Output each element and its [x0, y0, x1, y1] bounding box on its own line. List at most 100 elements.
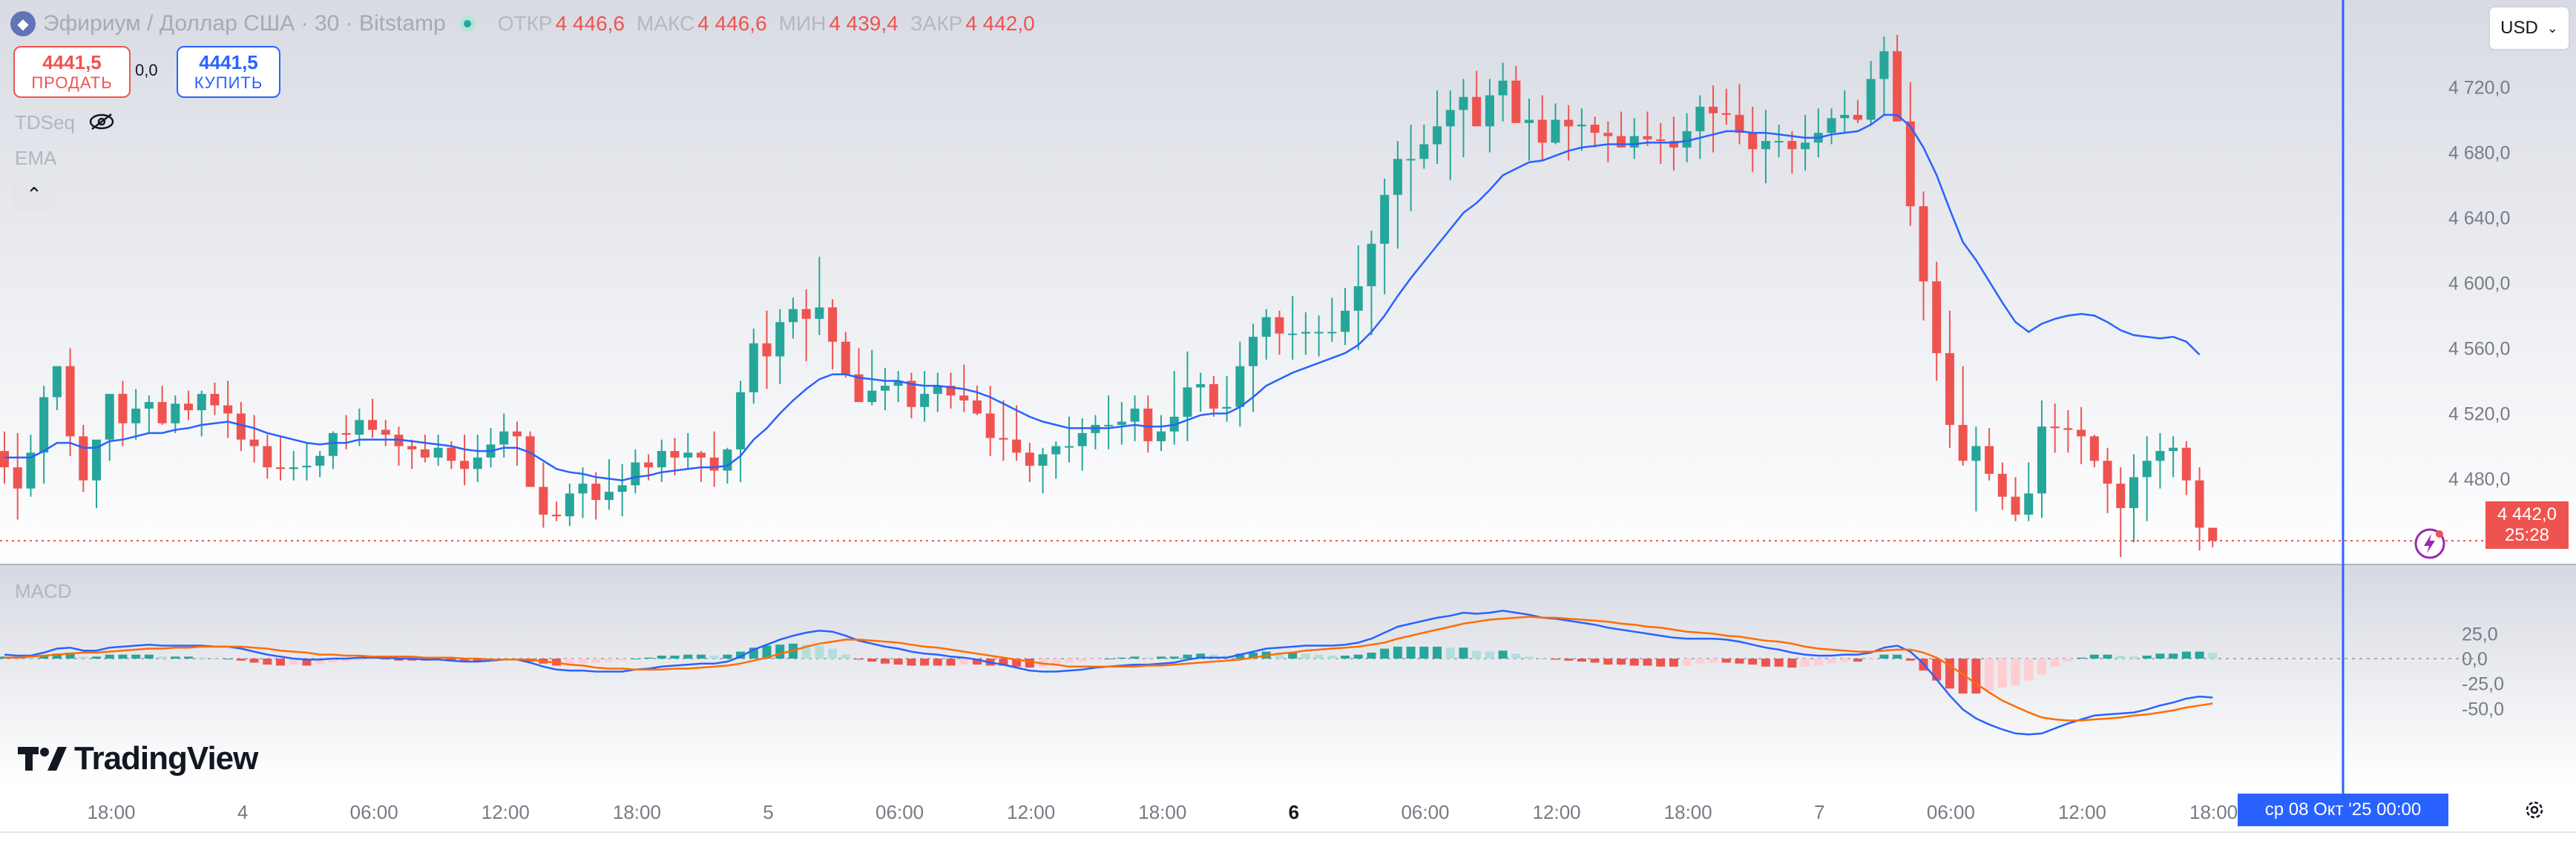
candle-body [1525, 119, 1534, 123]
candle-body [1064, 446, 1074, 448]
candle-body [1905, 121, 1915, 207]
macd-axis[interactable]: 25,0 0,0 -25,0 -50,0 [2462, 624, 2504, 719]
lightning-alert-icon[interactable] [2413, 527, 2447, 561]
histogram-bar [1196, 653, 1206, 659]
macd-tick-label: -25,0 [2462, 674, 2504, 695]
candle-body [26, 452, 36, 489]
candle-body [1827, 118, 1836, 134]
candle-body [1130, 408, 1140, 422]
signal-line [4, 616, 2213, 722]
time-tick-label: 4 [237, 801, 248, 823]
currency-selector[interactable]: USD ⌄ [2488, 6, 2570, 50]
price-axis[interactable]: 4 480,0 4 520,0 4 560,0 4 600,0 4 640,0 4 680… [2448, 78, 2510, 490]
candle-body [1235, 366, 1245, 407]
indicator-tdseq[interactable]: TDSeq [15, 111, 75, 134]
candle-body [118, 394, 128, 424]
histogram-bar [1157, 656, 1166, 659]
indicator-macd[interactable]: MACD [15, 580, 72, 602]
collapse-indicators-button[interactable]: ⌃ [13, 179, 55, 209]
candle-body [1985, 446, 1994, 474]
candle-body [2181, 447, 2191, 481]
histogram-bar [762, 645, 772, 659]
candle-body [39, 397, 49, 453]
histogram-bar [1288, 652, 1298, 659]
candle-body [1551, 119, 1560, 143]
histogram-bar [1117, 657, 1126, 659]
candle-body [985, 413, 995, 438]
histogram-bar [1853, 659, 1862, 662]
time-axis-background [0, 785, 2576, 847]
candle-body [144, 402, 154, 409]
histogram-bar [1603, 659, 1613, 665]
histogram-bar [2103, 654, 2112, 659]
histogram-bar [1209, 654, 1218, 659]
candle-body [1629, 136, 1639, 148]
candle-body [368, 420, 378, 430]
sell-label: ПРОДАТЬ [31, 73, 113, 92]
histogram-bar [2024, 659, 2034, 681]
histogram-bar [65, 652, 75, 659]
histogram-bar [1511, 653, 1521, 659]
candle-body [723, 449, 732, 471]
histogram-bar [1169, 656, 1179, 659]
candle-body [328, 432, 338, 456]
symbol-title[interactable]: Эфириум / Доллар США · 30 · Bitstamp [43, 11, 446, 36]
candle-body [1077, 432, 1087, 446]
histogram-bar [131, 654, 141, 659]
candle-body [841, 341, 850, 375]
buy-button[interactable]: 4441,5 КУПИТЬ [177, 46, 280, 98]
candle-body [1801, 142, 1810, 150]
histogram-bar [1327, 655, 1337, 659]
gear-icon[interactable] [2523, 798, 2546, 822]
candle-body [933, 386, 942, 395]
candle-body [617, 485, 627, 492]
candle-body [2142, 461, 2152, 478]
candle-body [1314, 332, 1324, 334]
candle-body [972, 400, 982, 414]
candle-body [302, 465, 312, 468]
market-status-icon[interactable] [459, 16, 476, 32]
candle-body [525, 436, 535, 487]
histogram-bar [565, 659, 574, 665]
candle-body [696, 452, 706, 458]
histogram-bar [2181, 651, 2191, 659]
indicator-ema[interactable]: EMA [15, 147, 57, 169]
candle-body [1327, 332, 1337, 334]
histogram-bar [670, 655, 680, 659]
price-tick-label: 4 680,0 [2448, 143, 2510, 164]
price-tick-label: 4 600,0 [2448, 274, 2510, 294]
candle-body [1445, 110, 1455, 127]
candle-body [2037, 426, 2046, 494]
candle-body [1590, 125, 1600, 134]
candle-body [341, 432, 351, 435]
open-label: ОТКР [497, 12, 553, 35]
candle-body [815, 307, 824, 319]
ethereum-icon[interactable]: ◆ [10, 11, 36, 36]
histogram-bar [893, 659, 903, 665]
histogram-bar [1012, 659, 1022, 667]
candle-body [1537, 119, 1547, 143]
candle-body [2155, 451, 2165, 461]
histogram-bar [2208, 652, 2218, 659]
time-tick-label: 06:00 [350, 801, 398, 823]
histogram-bar [1498, 650, 1508, 659]
candle-body [1419, 144, 1429, 159]
ema-line [4, 113, 2201, 481]
eye-hidden-icon[interactable] [88, 111, 116, 132]
candle-body [1485, 95, 1494, 127]
histogram-bar [1932, 659, 1942, 681]
time-tick-label: 12:00 [2058, 801, 2106, 823]
candle-body [828, 307, 838, 342]
candle-body [184, 403, 194, 411]
crosshair-time-label: ср 08 Окт '25 00:00 [2238, 794, 2448, 826]
time-axis[interactable]: 18:00 4 06:00 12:00 18:00 5 06:00 12:00 18:00 6 06… [87, 801, 2364, 823]
candle-body [2208, 527, 2218, 541]
candle-body [289, 467, 298, 469]
histogram-bar [157, 656, 167, 659]
time-tick-label: 12:00 [482, 801, 530, 823]
candle-body [1196, 383, 1206, 388]
sell-button[interactable]: 4441,5 ПРОДАТЬ [13, 46, 131, 98]
tradingview-logo[interactable]: TradingView [18, 740, 258, 777]
